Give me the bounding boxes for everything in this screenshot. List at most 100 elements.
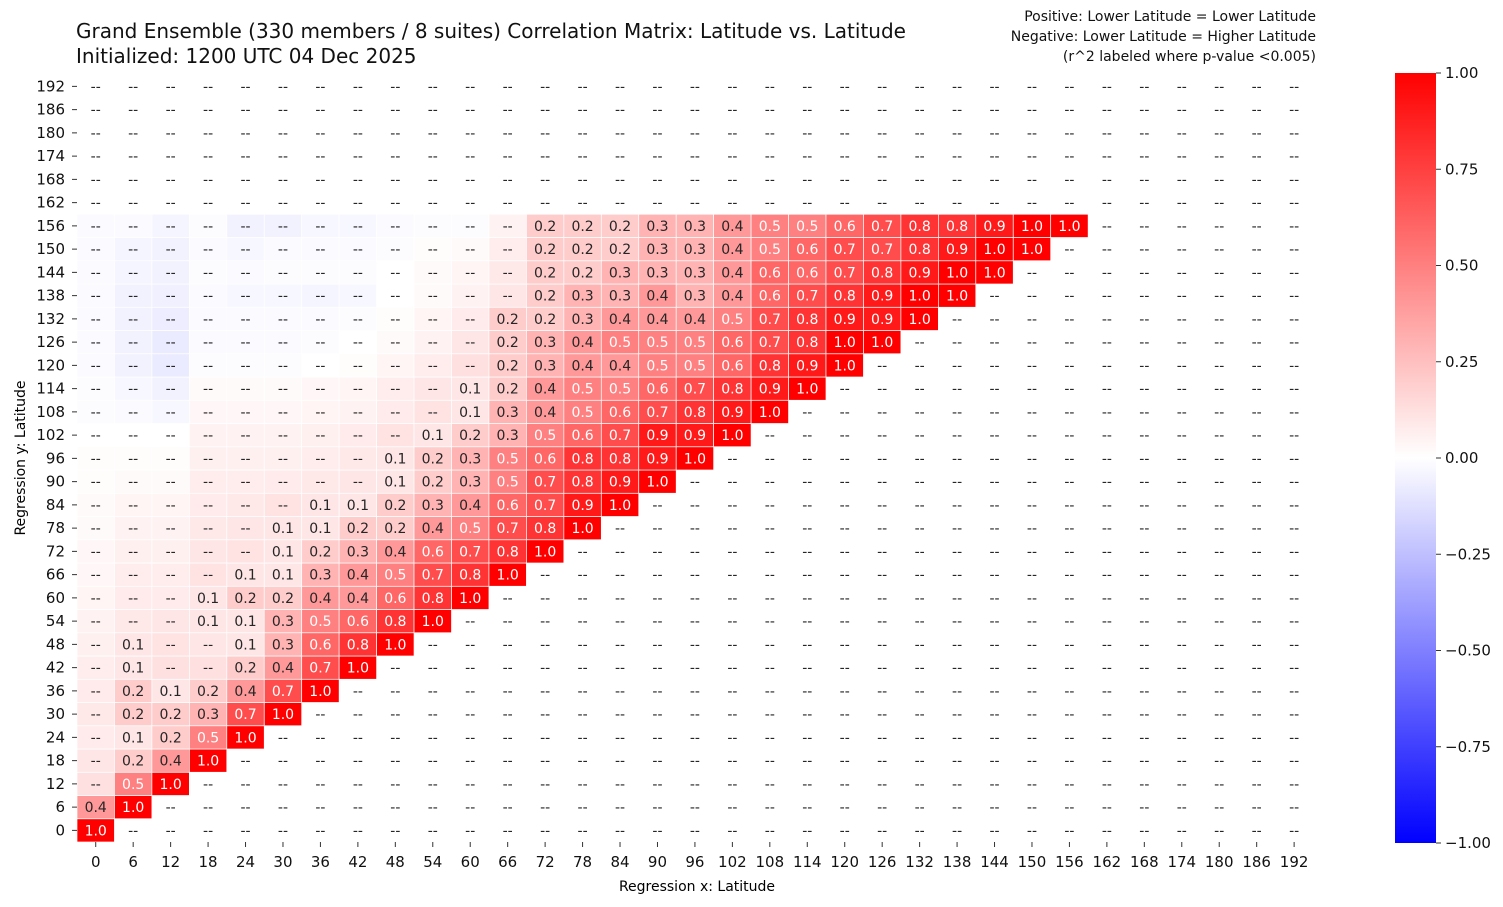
- cell-label: --: [91, 312, 101, 328]
- cell-label: 0.4: [347, 591, 369, 607]
- cell-label: --: [1252, 637, 1262, 653]
- cell-label: --: [465, 149, 475, 165]
- cell-label: --: [166, 358, 176, 374]
- cell-label: --: [578, 661, 588, 677]
- cell-label: --: [1027, 544, 1037, 560]
- cell-label: --: [877, 475, 887, 491]
- cell-label: 0.7: [646, 405, 668, 421]
- cell-label: --: [652, 684, 662, 700]
- cell-label: --: [1289, 451, 1299, 467]
- x-tick-label: 54: [423, 853, 442, 871]
- cell-label: --: [390, 405, 400, 421]
- y-tick-label: 138: [36, 287, 65, 305]
- cell-label: --: [1177, 777, 1187, 793]
- cell-label: --: [690, 498, 700, 514]
- cell-label: --: [1064, 637, 1074, 653]
- cell-label: --: [652, 800, 662, 816]
- cell-label: --: [989, 707, 999, 723]
- cell-label: --: [1214, 103, 1224, 119]
- y-tick-label: 48: [46, 635, 65, 653]
- cell-label: --: [765, 568, 775, 584]
- colorbar-tick-label: −0.75: [1445, 738, 1491, 756]
- cell-label: --: [1289, 405, 1299, 421]
- cell-label: 0.5: [497, 451, 519, 467]
- cell-label: --: [840, 730, 850, 746]
- y-tick-label: 54: [46, 612, 65, 630]
- cell-label: --: [578, 591, 588, 607]
- cell-label: --: [390, 428, 400, 444]
- cell-label: --: [1177, 335, 1187, 351]
- cell-label: 0.7: [759, 335, 781, 351]
- cell-label: --: [1252, 451, 1262, 467]
- cell-label: 0.4: [85, 800, 107, 816]
- cell-label: --: [690, 637, 700, 653]
- cell-label: --: [578, 196, 588, 212]
- cell-label: --: [240, 335, 250, 351]
- cell-label: --: [428, 265, 438, 281]
- cell-label: 0.3: [571, 289, 593, 305]
- cell-label: --: [91, 475, 101, 491]
- cell-label: 0.2: [159, 730, 181, 746]
- cell-label: 1.0: [609, 498, 631, 514]
- cell-label: --: [503, 684, 513, 700]
- cell-label: --: [1289, 544, 1299, 560]
- cell-label: --: [428, 289, 438, 305]
- cell-label: --: [1027, 800, 1037, 816]
- cell-label: --: [1177, 614, 1187, 630]
- cell-label: --: [915, 428, 925, 444]
- cell-label: --: [540, 684, 550, 700]
- cell-label: --: [465, 777, 475, 793]
- y-tick-label: 6: [55, 798, 65, 816]
- cell-label: --: [240, 242, 250, 258]
- cell-label: --: [315, 730, 325, 746]
- cell-label: --: [353, 242, 363, 258]
- cell-label: 0.7: [871, 242, 893, 258]
- cell-label: 0.1: [159, 684, 181, 700]
- cell-label: 0.6: [347, 614, 369, 630]
- cell-label: --: [989, 196, 999, 212]
- cell-label: --: [166, 149, 176, 165]
- cell-label: --: [315, 242, 325, 258]
- cell-label: --: [1252, 219, 1262, 235]
- cell-label: --: [578, 149, 588, 165]
- cell-label: 1.0: [347, 661, 369, 677]
- cell-label: --: [240, 521, 250, 537]
- cell-label: --: [1177, 312, 1187, 328]
- cell-label: --: [840, 428, 850, 444]
- cell-label: --: [1102, 289, 1112, 305]
- cell-label: --: [1214, 823, 1224, 839]
- cell-label: --: [353, 172, 363, 188]
- cell-label: --: [877, 707, 887, 723]
- cell-label: --: [1214, 219, 1224, 235]
- cell-label: --: [840, 707, 850, 723]
- y-tick-label: 132: [36, 310, 65, 328]
- cell-label: --: [877, 149, 887, 165]
- cell-label: --: [278, 730, 288, 746]
- cell-label: --: [727, 498, 737, 514]
- cell-label: --: [1289, 428, 1299, 444]
- cell-label: --: [1177, 358, 1187, 374]
- cell-label: --: [128, 521, 138, 537]
- cell-label: 0.5: [759, 219, 781, 235]
- cell-label: --: [915, 707, 925, 723]
- cell-label: --: [1214, 172, 1224, 188]
- cell-label: 0.7: [871, 219, 893, 235]
- cell-label: --: [727, 475, 737, 491]
- cell-label: --: [540, 730, 550, 746]
- cell-label: --: [278, 242, 288, 258]
- cell-label: --: [1064, 172, 1074, 188]
- cell-label: --: [1252, 684, 1262, 700]
- cell-label: --: [166, 335, 176, 351]
- cell-label: 1.0: [946, 289, 968, 305]
- cell-label: --: [615, 614, 625, 630]
- cell-label: --: [240, 498, 250, 514]
- cell-label: 0.6: [309, 637, 331, 653]
- cell-label: --: [540, 172, 550, 188]
- cell-label: --: [1027, 661, 1037, 677]
- cell-label: --: [952, 172, 962, 188]
- cell-label: --: [503, 289, 513, 305]
- cell-label: --: [503, 219, 513, 235]
- cell-label: --: [652, 730, 662, 746]
- cell-label: --: [1289, 289, 1299, 305]
- cell-label: --: [91, 289, 101, 305]
